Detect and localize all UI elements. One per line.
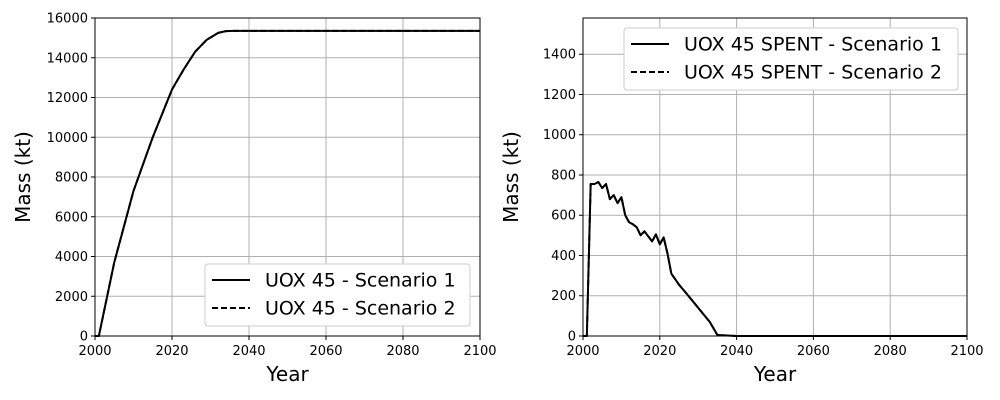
x-axis-label: Year [265, 362, 309, 386]
x-tick-label: 2100 [463, 344, 496, 359]
chart-right: 2000 2020 2040 2060 2080 2100 0 200 400 600 800 100… [499, 17, 984, 386]
legend: UOX 45 - Scenario 1 UOX 45 - Scenario 2 [204, 263, 471, 327]
y-tick-label: 0 [568, 330, 576, 345]
series-line-1 [583, 181, 967, 337]
legend: UOX 45 SPENT - Scenario 1 UOX 45 SPENT - … [623, 27, 959, 91]
x-tick-label: 2020 [155, 344, 188, 359]
x-tick-label: 2060 [797, 344, 830, 359]
plot-frame [582, 17, 968, 337]
y-axis-label: Mass (kt) [499, 131, 523, 223]
y-tick-label: 16000 [47, 12, 88, 27]
y-tick-label: 2000 [55, 290, 88, 305]
x-tick-label: 2080 [386, 344, 419, 359]
x-tick-label: 2060 [309, 344, 342, 359]
legend-label-2: UOX 45 SPENT - Scenario 2 [684, 62, 942, 84]
y-tick-label: 14000 [47, 51, 88, 66]
series-line-2 [583, 181, 967, 337]
y-tick-label: 4000 [55, 250, 88, 265]
series-line-2 [95, 29, 480, 337]
x-axis-label: Year [753, 362, 797, 386]
y-tick-label: 1400 [543, 48, 576, 63]
y-tick-label: 800 [551, 168, 576, 183]
y-tick-label: 600 [551, 209, 576, 224]
y-tick-label: 1000 [543, 128, 576, 143]
x-tick-label: 2020 [643, 344, 676, 359]
x-tick-label: 2000 [78, 344, 111, 359]
x-tick-label: 2040 [232, 344, 265, 359]
x-tick-label: 2100 [950, 344, 983, 359]
x-tick-label: 2080 [874, 344, 907, 359]
y-tick-label: 0 [80, 330, 88, 345]
y-tick-label: 10000 [47, 131, 88, 146]
y-axis-label: Mass (kt) [11, 131, 35, 223]
x-tick-label: 2000 [566, 344, 599, 359]
legend-label-1: UOX 45 SPENT - Scenario 1 [684, 34, 942, 56]
y-tick-label: 6000 [55, 210, 88, 225]
x-tick-label: 2040 [720, 344, 753, 359]
legend-box [623, 27, 959, 91]
y-tick-label: 1200 [543, 88, 576, 103]
y-tick-label: 200 [551, 289, 576, 304]
legend-label-1: UOX 45 - Scenario 1 [265, 270, 456, 292]
y-tick-label: 12000 [47, 91, 88, 106]
y-tick-label: 8000 [55, 171, 88, 186]
y-tick-label: 400 [551, 249, 576, 264]
chart-left: 2000 2020 2040 2060 2080 21000200040006000800… [11, 12, 497, 387]
legend-label-2: UOX 45 - Scenario 2 [265, 298, 456, 320]
legend-box [204, 263, 471, 327]
